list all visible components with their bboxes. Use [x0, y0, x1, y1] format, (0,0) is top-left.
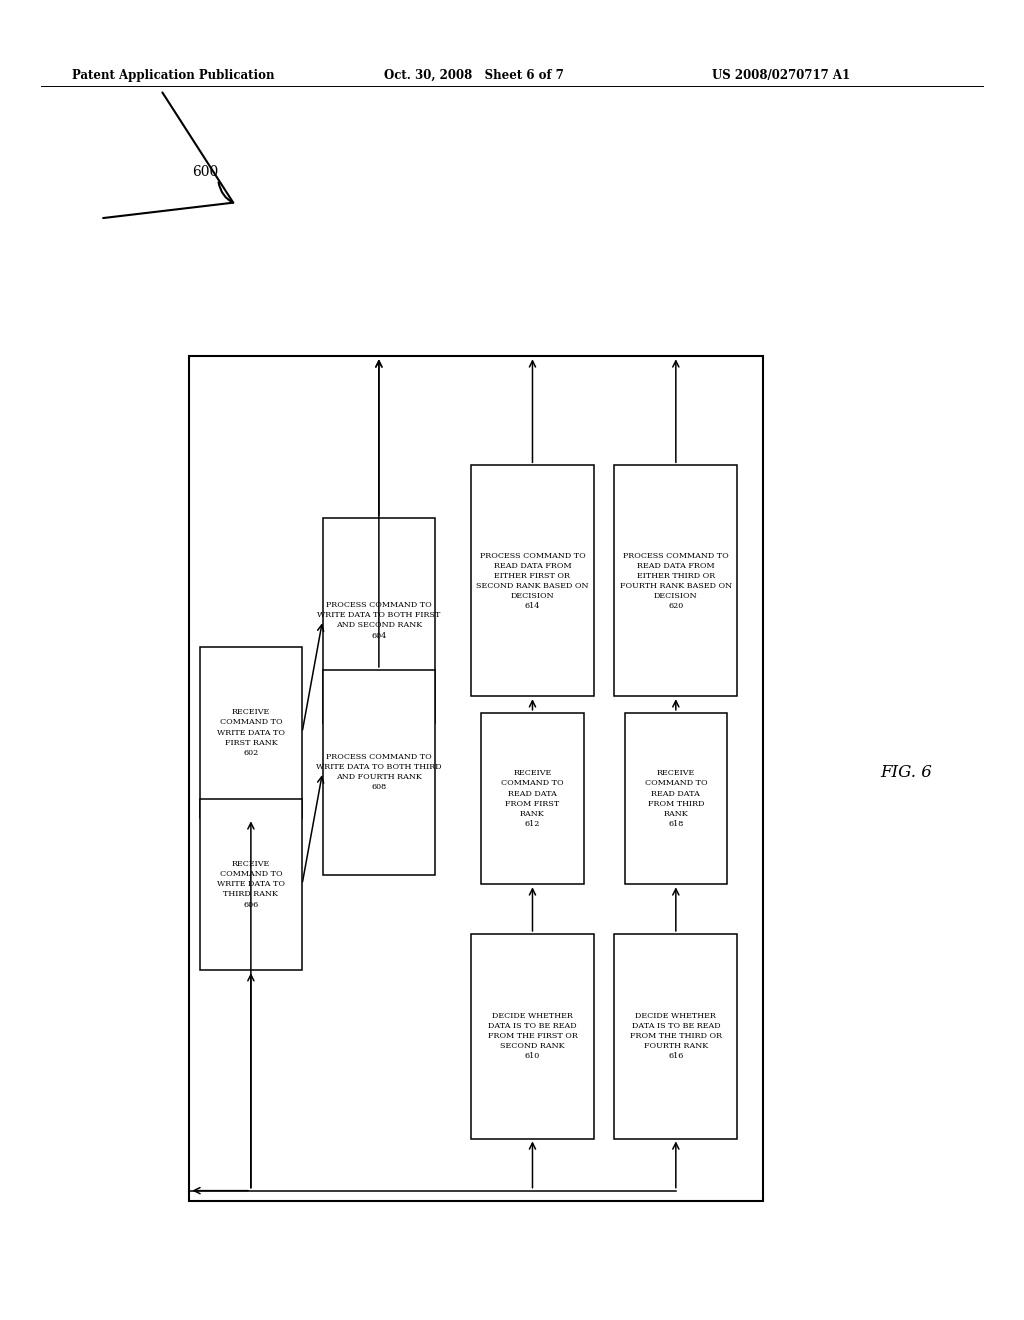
Text: FIG. 6: FIG. 6	[881, 764, 932, 780]
Text: Patent Application Publication: Patent Application Publication	[72, 69, 274, 82]
Bar	[323, 517, 435, 722]
Bar	[614, 466, 737, 697]
Bar	[471, 466, 594, 697]
Bar	[200, 647, 302, 818]
Text: DECIDE WHETHER
DATA IS TO BE READ
FROM THE THIRD OR
FOURTH RANK
616: DECIDE WHETHER DATA IS TO BE READ FROM T…	[630, 1012, 722, 1060]
Text: PROCESS COMMAND TO
WRITE DATA TO BOTH FIRST
AND SECOND RANK
604: PROCESS COMMAND TO WRITE DATA TO BOTH FI…	[317, 601, 440, 640]
Bar	[200, 799, 302, 970]
Text: RECEIVE
COMMAND TO
WRITE DATA TO
THIRD RANK
606: RECEIVE COMMAND TO WRITE DATA TO THIRD R…	[217, 861, 285, 908]
Bar	[189, 356, 763, 1201]
Bar	[471, 935, 594, 1138]
Bar	[481, 713, 584, 884]
Bar	[323, 671, 435, 875]
Text: RECEIVE
COMMAND TO
READ DATA
FROM THIRD
RANK
618: RECEIVE COMMAND TO READ DATA FROM THIRD …	[644, 770, 708, 828]
Text: PROCESS COMMAND TO
WRITE DATA TO BOTH THIRD
AND FOURTH RANK
608: PROCESS COMMAND TO WRITE DATA TO BOTH TH…	[316, 752, 441, 792]
Text: DECIDE WHETHER
DATA IS TO BE READ
FROM THE FIRST OR
SECOND RANK
610: DECIDE WHETHER DATA IS TO BE READ FROM T…	[487, 1012, 578, 1060]
Text: 600: 600	[191, 165, 218, 178]
Text: RECEIVE
COMMAND TO
READ DATA
FROM FIRST
RANK
612: RECEIVE COMMAND TO READ DATA FROM FIRST …	[501, 770, 564, 828]
Text: PROCESS COMMAND TO
READ DATA FROM
EITHER FIRST OR
SECOND RANK BASED ON
DECISION
: PROCESS COMMAND TO READ DATA FROM EITHER…	[476, 552, 589, 610]
Text: Oct. 30, 2008   Sheet 6 of 7: Oct. 30, 2008 Sheet 6 of 7	[384, 69, 564, 82]
Text: PROCESS COMMAND TO
READ DATA FROM
EITHER THIRD OR
FOURTH RANK BASED ON
DECISION
: PROCESS COMMAND TO READ DATA FROM EITHER…	[620, 552, 732, 610]
Text: US 2008/0270717 A1: US 2008/0270717 A1	[712, 69, 850, 82]
Text: RECEIVE
COMMAND TO
WRITE DATA TO
FIRST RANK
602: RECEIVE COMMAND TO WRITE DATA TO FIRST R…	[217, 709, 285, 756]
Bar	[614, 935, 737, 1138]
Bar	[625, 713, 727, 884]
